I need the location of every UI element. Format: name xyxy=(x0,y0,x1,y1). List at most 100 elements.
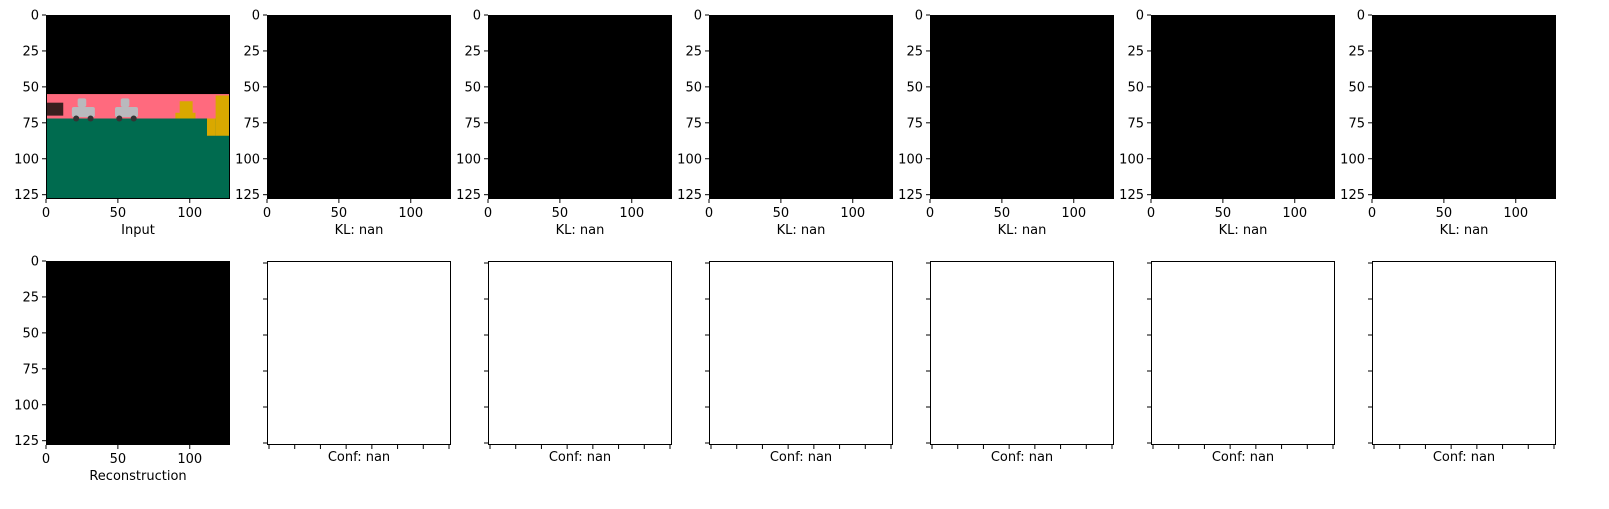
y-tick-label: 0 xyxy=(1357,9,1365,24)
axes-frame xyxy=(1151,15,1335,199)
y-tick-label: 75 xyxy=(22,116,39,131)
x-tick-label: 0 xyxy=(484,206,492,221)
y-tick-label: 125 xyxy=(14,434,39,449)
empty-image xyxy=(267,261,451,445)
y-tick-label: 100 xyxy=(677,152,702,167)
y-tick-label: 0 xyxy=(31,9,39,24)
axes-frame xyxy=(709,261,893,445)
subplot-kl-2: 0 50 100 0 25 50 75 100 125 KL: nan xyxy=(456,9,672,238)
x-tick-label: 50 xyxy=(110,452,127,467)
car-object xyxy=(115,98,138,122)
y-tick-label: 100 xyxy=(456,152,481,167)
subplot-conf-1: Conf: nan xyxy=(263,261,451,465)
panel-caption: Conf: nan xyxy=(991,450,1053,465)
x-tick-label: 0 xyxy=(42,452,50,467)
panel-caption: Conf: nan xyxy=(328,450,390,465)
y-tick-label: 100 xyxy=(14,152,39,167)
axes-frame xyxy=(488,15,672,199)
x-tick-label: 50 xyxy=(1436,206,1453,221)
y-tick-label: 125 xyxy=(898,188,923,203)
x-tick-label: 50 xyxy=(110,206,127,221)
y-tick-label: 100 xyxy=(14,398,39,413)
subplot-reconstruction: 0 50 100 0 25 50 75 100 125 Reconstruction xyxy=(14,255,230,484)
x-tick-label: 50 xyxy=(1215,206,1232,221)
image-background xyxy=(488,15,672,199)
panel-caption: Conf: nan xyxy=(549,450,611,465)
y-tick-label: 50 xyxy=(22,80,39,95)
dark-block xyxy=(46,102,64,116)
y-tick-label: 50 xyxy=(906,80,923,95)
y-tick-label: 125 xyxy=(456,188,481,203)
y-tick-label: 50 xyxy=(22,326,39,341)
subplot-kl-5: 0 50 100 0 25 50 75 100 125 KL: nan xyxy=(1119,9,1335,238)
y-tick-label: 25 xyxy=(1127,44,1144,59)
x-tick-label: 50 xyxy=(331,206,348,221)
axes-frame xyxy=(709,15,893,199)
y-tick-label: 100 xyxy=(1119,152,1144,167)
axes-frame xyxy=(488,261,672,445)
x-tick-label: 100 xyxy=(177,206,202,221)
axes-frame xyxy=(1372,15,1556,199)
y-tick-label: 75 xyxy=(1348,116,1365,131)
empty-image xyxy=(488,261,672,445)
subplot-conf-3: Conf: nan xyxy=(705,261,893,465)
y-tick-label: 25 xyxy=(464,44,481,59)
y-tick-label: 25 xyxy=(906,44,923,59)
panel-caption: Conf: nan xyxy=(1212,450,1274,465)
empty-image xyxy=(1151,261,1335,445)
y-tick-label: 125 xyxy=(1119,188,1144,203)
x-tick-label: 50 xyxy=(994,206,1011,221)
image-background xyxy=(1151,15,1335,199)
panel-caption: Input xyxy=(121,223,155,238)
y-tick-label: 125 xyxy=(677,188,702,203)
x-tick-label: 100 xyxy=(1282,206,1307,221)
image-background xyxy=(267,15,451,199)
subplot-kl-6: 0 50 100 0 25 50 75 100 125 KL: nan xyxy=(1340,9,1556,238)
y-tick-label: 75 xyxy=(1127,116,1144,131)
y-tick-label: 0 xyxy=(694,9,702,24)
y-tick-label: 100 xyxy=(898,152,923,167)
y-tick-label: 100 xyxy=(1340,152,1365,167)
y-tick-label: 75 xyxy=(243,116,260,131)
panel-caption: KL: nan xyxy=(556,223,605,238)
y-tick-label: 100 xyxy=(235,152,260,167)
y-tick-label: 50 xyxy=(243,80,260,95)
panel-caption: Reconstruction xyxy=(89,469,186,484)
axes-frame xyxy=(1372,261,1556,445)
empty-image xyxy=(1372,261,1556,445)
panel-caption: KL: nan xyxy=(777,223,826,238)
y-tick-label: 0 xyxy=(31,255,39,270)
panel-caption: Conf: nan xyxy=(1433,450,1495,465)
y-tick-label: 125 xyxy=(235,188,260,203)
image-background xyxy=(930,15,1114,199)
subplot-input: 0 50 100 0 25 50 75 100 125 Input xyxy=(14,9,230,238)
x-tick-label: 100 xyxy=(840,206,865,221)
empty-image xyxy=(709,261,893,445)
y-tick-label: 25 xyxy=(685,44,702,59)
x-tick-label: 100 xyxy=(619,206,644,221)
y-tick-label: 25 xyxy=(22,290,39,305)
x-tick-label: 100 xyxy=(398,206,423,221)
y-tick-label: 75 xyxy=(906,116,923,131)
x-tick-label: 0 xyxy=(926,206,934,221)
y-tick-label: 25 xyxy=(22,44,39,59)
subplot-conf-5: Conf: nan xyxy=(1147,261,1335,465)
image-background xyxy=(709,15,893,199)
x-tick-label: 50 xyxy=(552,206,569,221)
y-tick-label: 25 xyxy=(243,44,260,59)
subplot-kl-4: 0 50 100 0 25 50 75 100 125 KL: nan xyxy=(898,9,1114,238)
y-tick-label: 75 xyxy=(22,362,39,377)
axes-frame xyxy=(930,261,1114,445)
x-tick-label: 100 xyxy=(177,452,202,467)
y-tick-label: 0 xyxy=(252,9,260,24)
y-tick-label: 0 xyxy=(1136,9,1144,24)
y-tick-label: 75 xyxy=(464,116,481,131)
axes-frame xyxy=(1151,261,1335,445)
panel-caption: KL: nan xyxy=(998,223,1047,238)
image-background xyxy=(1372,15,1556,199)
y-tick-label: 50 xyxy=(1348,80,1365,95)
panel-caption: KL: nan xyxy=(1219,223,1268,238)
x-tick-label: 0 xyxy=(705,206,713,221)
subplot-conf-2: Conf: nan xyxy=(484,261,672,465)
